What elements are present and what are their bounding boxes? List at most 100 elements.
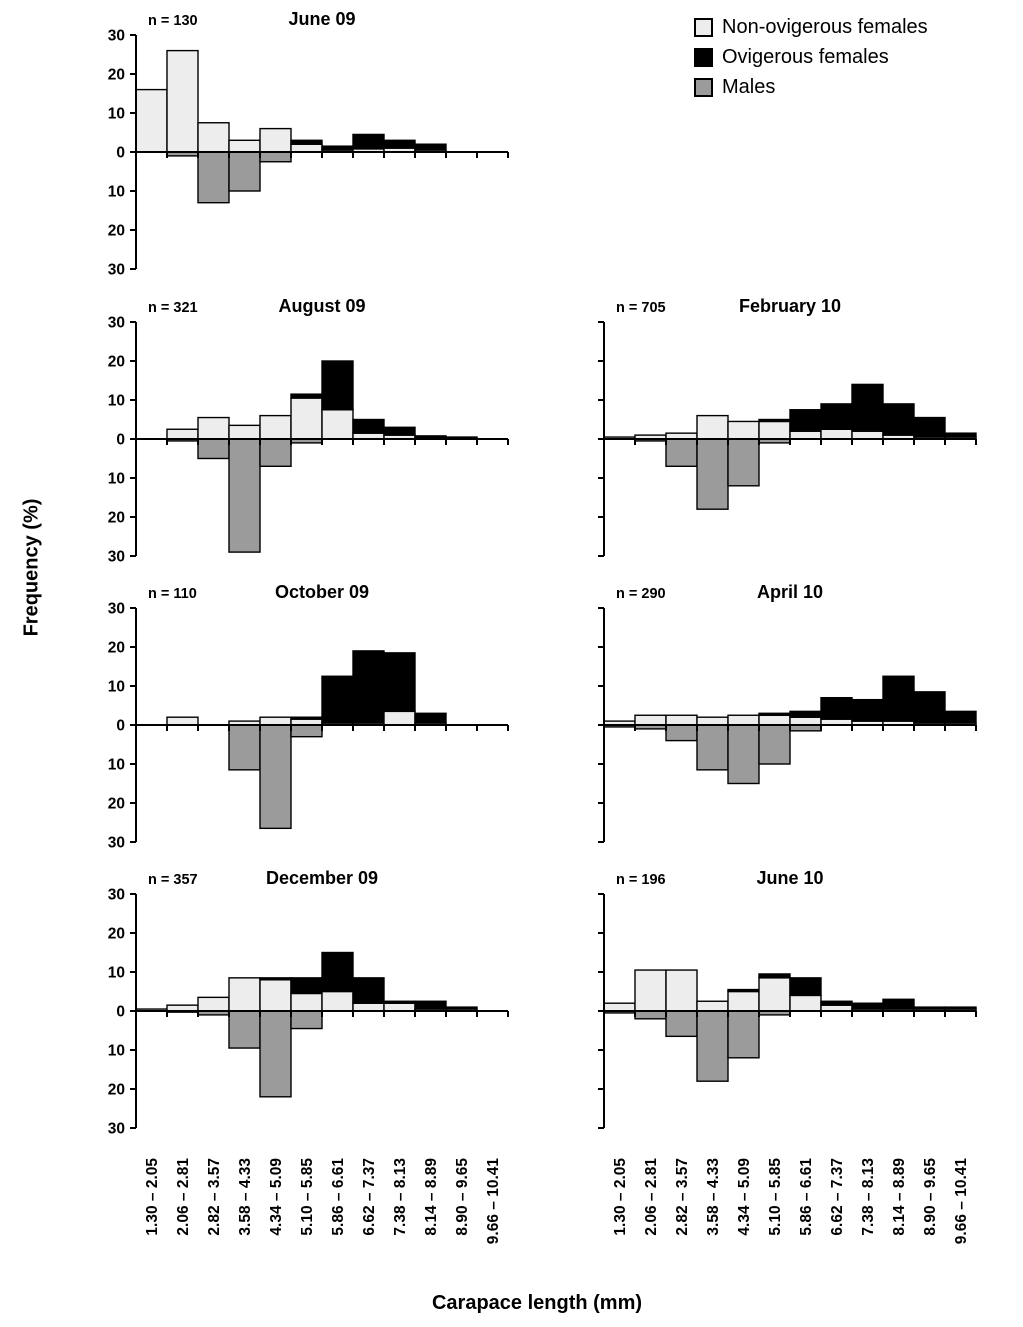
y-tick-labels: 30 20 10 0 10 20 30 — [108, 315, 125, 566]
bar-males — [197, 438, 230, 460]
x-tick-label: 5.86 – 6.61 — [330, 1158, 347, 1236]
bar-non-ovigerous — [789, 716, 822, 726]
bar-non-ovigerous — [789, 994, 822, 1012]
x-tick-labels-left-column: 1.30 – 2.05 2.06 – 2.81 2.82 – 3.57 3.58 – … — [144, 1158, 502, 1245]
bar-non-ovigerous — [727, 714, 760, 726]
bar-males — [727, 1010, 760, 1059]
bar-non-ovigerous — [603, 1002, 636, 1012]
sample-size-label: n = 321 — [148, 300, 198, 316]
svg-text:10: 10 — [108, 679, 125, 696]
bar-non-ovigerous — [259, 127, 292, 153]
bar-non-ovigerous — [290, 143, 323, 153]
bar-non-ovigerous — [758, 714, 791, 726]
bar-males — [696, 724, 729, 771]
x-tick-label: 2.82 – 3.57 — [206, 1158, 223, 1236]
bar-non-ovigerous — [696, 716, 729, 726]
bar-males — [197, 151, 230, 204]
bar-ovigerous — [758, 712, 791, 716]
bar-non-ovigerous — [727, 420, 760, 440]
svg-text:0: 0 — [116, 1004, 125, 1021]
panel-april-10: n = 290 April 10 — [556, 582, 986, 857]
legend-label-males: Males — [722, 76, 776, 98]
bar-ovigerous — [352, 133, 385, 150]
svg-text:0: 0 — [116, 432, 125, 449]
bar-ovigerous — [944, 432, 977, 438]
x-tick-label: 7.38 – 8.13 — [392, 1158, 409, 1236]
bar-non-ovigerous — [290, 992, 323, 1012]
svg-text:30: 30 — [108, 262, 125, 279]
svg-text:30: 30 — [108, 315, 125, 332]
legend-item-ovigerous: Ovigerous females — [694, 46, 928, 69]
panel-october-09: 30 20 10 0 10 20 30 n = 110 October 09 — [88, 582, 518, 857]
x-tick-label: 2.82 – 3.57 — [674, 1158, 691, 1236]
bar-ovigerous — [445, 1006, 478, 1010]
bars — [603, 675, 977, 785]
x-tick-label: 9.66 – 10.41 — [953, 1158, 970, 1245]
bar-non-ovigerous — [758, 977, 791, 1012]
bar-ovigerous — [383, 1000, 416, 1004]
panel-title: June 10 — [756, 868, 824, 888]
bar-ovigerous — [758, 973, 791, 979]
bar-ovigerous — [445, 436, 478, 439]
sample-size-label: n = 130 — [148, 13, 198, 29]
axes — [598, 893, 977, 1129]
x-tick-label: 9.66 – 10.41 — [485, 1158, 502, 1245]
bar-ovigerous — [820, 1000, 853, 1006]
bar-non-ovigerous — [352, 1002, 385, 1012]
svg-text:10: 10 — [108, 757, 125, 774]
legend-swatch-males-icon — [694, 78, 713, 97]
x-tick-label: 5.10 – 5.85 — [767, 1158, 784, 1236]
bar-non-ovigerous — [820, 428, 853, 440]
bar-ovigerous — [321, 145, 354, 151]
panel-title: February 10 — [738, 296, 842, 316]
bar-non-ovigerous — [758, 420, 791, 440]
bar-non-ovigerous — [696, 414, 729, 440]
bar-non-ovigerous — [166, 428, 199, 440]
bar-non-ovigerous — [259, 414, 292, 440]
legend-label-ovigerous: Ovigerous females — [722, 46, 889, 68]
bar-males — [259, 724, 292, 830]
svg-text:10: 10 — [108, 184, 125, 201]
bar-non-ovigerous — [166, 716, 199, 726]
bar-males — [696, 438, 729, 510]
bar-ovigerous — [290, 139, 323, 145]
bar-males — [665, 724, 698, 742]
panel-title: October 09 — [274, 582, 370, 602]
bar-ovigerous — [913, 1006, 946, 1010]
bar-ovigerous — [414, 1000, 447, 1010]
svg-text:20: 20 — [108, 640, 125, 657]
bar-ovigerous — [851, 698, 884, 722]
svg-text:30: 30 — [108, 1121, 125, 1138]
panel-chart-august-09: 30 20 10 0 10 20 30 — [108, 315, 509, 566]
bar-ovigerous — [789, 409, 822, 432]
bar-non-ovigerous — [851, 430, 884, 440]
panel-title: June 09 — [288, 9, 356, 29]
panel-august-09: 30 20 10 0 10 20 30 n = 321 August 09 — [88, 296, 518, 571]
bar-non-ovigerous — [383, 710, 416, 726]
bar-males — [758, 724, 791, 765]
x-tick-label: 4.34 – 5.09 — [736, 1158, 753, 1236]
sample-size-label: n = 357 — [148, 872, 198, 888]
x-tick-label: 1.30 – 2.05 — [144, 1158, 161, 1236]
panel-chart-february-10 — [598, 321, 977, 557]
panel-chart-june-10 — [598, 893, 977, 1129]
bar-non-ovigerous — [166, 49, 199, 153]
x-tick-label: 3.58 – 4.33 — [237, 1158, 254, 1236]
bar-males — [727, 438, 760, 487]
panel-title: December 09 — [265, 868, 379, 888]
bar-ovigerous — [383, 652, 416, 713]
bar-ovigerous — [352, 977, 385, 1004]
bar-ovigerous — [321, 675, 354, 724]
bar-ovigerous — [352, 418, 385, 434]
bar-ovigerous — [820, 403, 853, 430]
svg-text:10: 10 — [108, 471, 125, 488]
bars — [603, 383, 977, 510]
bar-males — [228, 724, 261, 771]
axes — [130, 607, 509, 843]
bar-males — [259, 151, 292, 163]
legend: Non-ovigerous females Ovigerous females … — [694, 16, 928, 106]
bar-non-ovigerous — [290, 397, 323, 440]
bar-ovigerous — [290, 716, 323, 720]
y-tick-labels: 30 20 10 0 10 20 30 — [108, 28, 125, 279]
